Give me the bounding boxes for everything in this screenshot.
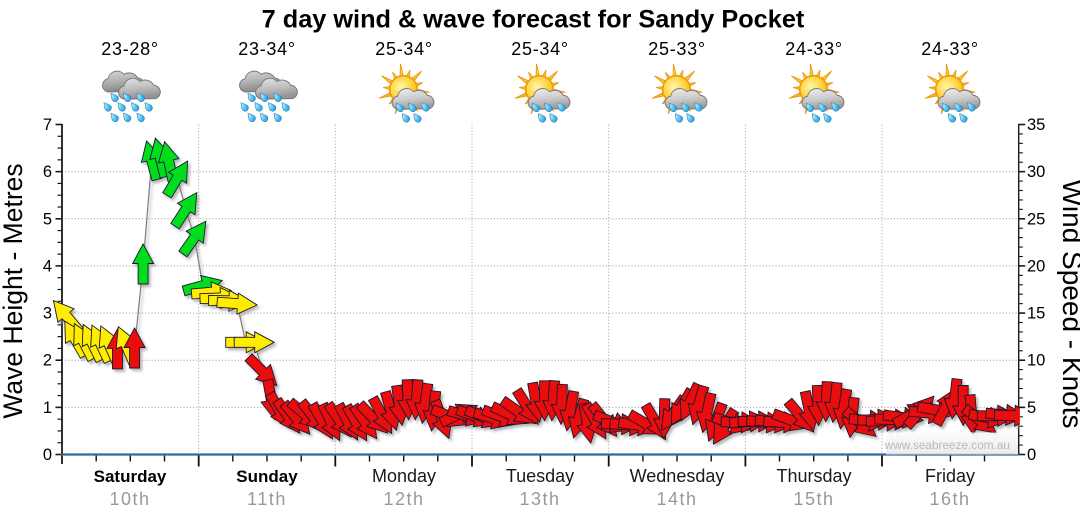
svg-text:Wednesday: Wednesday <box>630 466 725 486</box>
svg-text:7: 7 <box>43 116 52 134</box>
svg-text:5: 5 <box>43 210 52 228</box>
svg-text:25: 25 <box>1027 210 1045 228</box>
svg-text:3: 3 <box>43 305 52 323</box>
svg-text:11th: 11th <box>247 489 287 509</box>
svg-text:30: 30 <box>1027 163 1045 181</box>
svg-text:1: 1 <box>43 399 52 417</box>
svg-text:7 day wind & wave forecast for: 7 day wind & wave forecast for Sandy Poc… <box>262 6 805 34</box>
svg-text:24-33°: 24-33° <box>785 39 842 59</box>
svg-text:23-28°: 23-28° <box>101 39 158 59</box>
svg-text:12th: 12th <box>383 489 424 509</box>
svg-text:10th: 10th <box>109 489 150 509</box>
svg-text:15: 15 <box>1027 305 1045 323</box>
svg-text:Wave Height - Metres: Wave Height - Metres <box>0 163 28 418</box>
svg-text:2: 2 <box>43 352 52 370</box>
svg-text:13th: 13th <box>519 489 560 509</box>
svg-text:24-33°: 24-33° <box>921 39 978 59</box>
svg-text:15th: 15th <box>793 489 834 509</box>
svg-text:Friday: Friday <box>925 466 975 486</box>
svg-text:Tuesday: Tuesday <box>506 466 574 486</box>
svg-text:Sunday: Sunday <box>236 467 298 486</box>
svg-text:6: 6 <box>43 163 52 181</box>
svg-text:5: 5 <box>1027 399 1036 417</box>
svg-text:Thursday: Thursday <box>776 466 851 486</box>
svg-text:10: 10 <box>1027 352 1045 370</box>
svg-text:Wind Speed - Knots: Wind Speed - Knots <box>1057 179 1080 428</box>
svg-text:Monday: Monday <box>372 466 436 486</box>
svg-text:25-33°: 25-33° <box>648 39 705 59</box>
svg-text:25-34°: 25-34° <box>375 39 432 59</box>
svg-text:www.seabreeze.com.au: www.seabreeze.com.au <box>884 438 1010 452</box>
svg-text:14th: 14th <box>656 489 697 509</box>
svg-text:23-34°: 23-34° <box>238 39 295 59</box>
svg-text:16th: 16th <box>929 489 970 509</box>
svg-text:35: 35 <box>1027 116 1045 134</box>
svg-text:4: 4 <box>43 257 52 275</box>
svg-text:0: 0 <box>43 446 52 464</box>
svg-text:Saturday: Saturday <box>94 467 167 486</box>
svg-text:20: 20 <box>1027 257 1045 275</box>
svg-text:0: 0 <box>1027 446 1036 464</box>
svg-text:25-34°: 25-34° <box>511 39 568 59</box>
